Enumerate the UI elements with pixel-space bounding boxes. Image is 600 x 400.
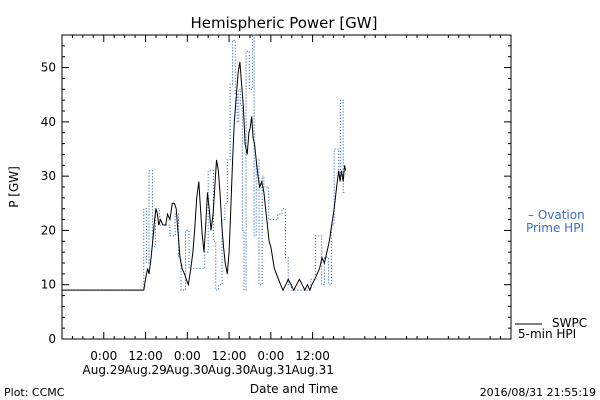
- plot-frame: [61, 34, 512, 340]
- legend-ovation: – Ovation Prime HPI: [526, 208, 585, 235]
- y-axis: 0 10 20 30 40 50: [41, 34, 511, 346]
- x-tick-label-time: 0:00: [257, 349, 284, 363]
- x-tick-label-time: 12:00: [212, 349, 247, 363]
- chart-title: Hemispheric Power [GW]: [191, 14, 378, 32]
- y-tick-label: 50: [41, 61, 56, 75]
- x-tick-label-date: Aug.29: [83, 363, 126, 377]
- x-tick-label-time: 12:00: [295, 349, 330, 363]
- y-tick-label: 0: [48, 332, 56, 346]
- series-layer: [62, 34, 347, 292]
- y-axis-label: P [GW]: [7, 166, 21, 208]
- legend-swpc-line1: SWPC: [552, 316, 587, 330]
- x-tick-label-time: 0:00: [174, 349, 201, 363]
- y-tick-label: 40: [41, 115, 56, 129]
- legend-ovation-line1: – Ovation: [528, 208, 585, 222]
- series-swpc-line: [62, 62, 347, 292]
- x-axis: 0:00Aug.2912:00Aug.290:00Aug.3012:00Aug.…: [71, 35, 502, 377]
- x-tick-label-date: Aug.31: [250, 363, 293, 377]
- plot-credit: Plot: CCMC: [4, 386, 65, 399]
- legend-swpc: SWPC 5-min HPI: [515, 316, 587, 341]
- legend-swpc-line2: 5-min HPI: [518, 327, 576, 341]
- y-tick-label: 10: [41, 278, 56, 292]
- x-tick-label-date: Aug.30: [208, 363, 251, 377]
- x-tick-label-date: Aug.29: [124, 363, 167, 377]
- x-tick-label-time: 12:00: [128, 349, 163, 363]
- x-axis-label: Date and Time: [250, 382, 338, 396]
- plot-timestamp: 2016/08/31 21:55:19: [480, 386, 596, 399]
- x-tick-label-date: Aug.31: [291, 363, 334, 377]
- y-tick-label: 30: [41, 169, 56, 183]
- legend-ovation-line2: Prime HPI: [526, 221, 584, 235]
- x-tick-label-date: Aug.30: [166, 363, 209, 377]
- x-tick-label-time: 0:00: [90, 349, 117, 363]
- y-tick-label: 20: [41, 223, 56, 237]
